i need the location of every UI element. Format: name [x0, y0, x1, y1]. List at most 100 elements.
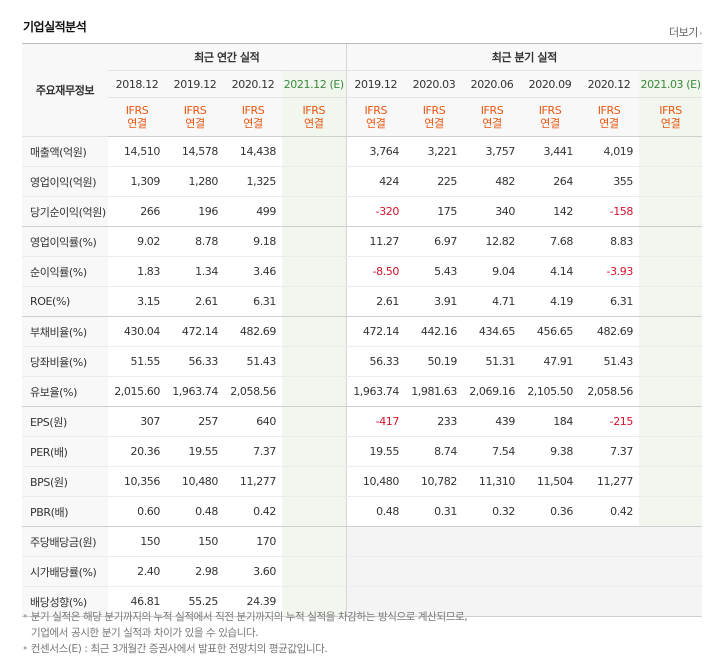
table-cell: 8.74 — [405, 436, 463, 467]
table-row: 당좌비율(%) 51.55 56.33 51.43 56.33 50.19 51.31 47.… — [22, 346, 703, 377]
table-cell — [282, 376, 346, 407]
footnote-quarterly: • 분기 실적은 해당 분기까지의 누적 실적에서 직전 분기까지의 누적 실적을… — [22, 611, 468, 623]
table-cell — [639, 226, 703, 257]
table-cell: 430.04 — [108, 316, 166, 347]
ifrs-badge: IFRS 연결 — [639, 97, 703, 137]
period-header: 2020.06 — [463, 70, 521, 98]
table-cell: 6.97 — [405, 226, 463, 257]
table-cell — [579, 586, 639, 617]
table-cell: -320 — [345, 196, 405, 227]
table-cell: 55.25 — [166, 586, 224, 617]
table-cell: 2.61 — [345, 286, 405, 317]
table-cell — [282, 526, 346, 557]
more-label[interactable]: 더보기 — [669, 26, 698, 39]
table-cell: 482.69 — [579, 316, 639, 347]
ifrs-label: IFRS — [183, 104, 207, 117]
table-cell: 51.43 — [579, 346, 639, 377]
row-label: EPS(원) — [22, 406, 108, 437]
table-cell: 0.48 — [345, 496, 405, 527]
table-cell: 355 — [579, 166, 639, 197]
table-cell: 1,963.74 — [166, 376, 224, 407]
table-cell — [521, 556, 579, 587]
table-cell: 472.14 — [345, 316, 405, 347]
table-cell: 9.04 — [463, 256, 521, 287]
footnote-quarterly-cont: 기업에서 공시한 분기 실적과 차이가 있을 수 있습니다. — [31, 627, 259, 639]
table-cell: 0.31 — [405, 496, 463, 527]
period-header: 2019.12 — [345, 70, 405, 98]
table-cell — [639, 496, 703, 527]
table-row: ROE(%) 3.15 2.61 6.31 2.61 3.91 4.71 4.19 6.31 — [22, 286, 703, 317]
table-cell: -3.93 — [579, 256, 639, 287]
table-cell — [463, 586, 521, 617]
table-cell: 499 — [224, 196, 282, 227]
table-row: 배당성향(%) 46.81 55.25 24.39 — [22, 586, 703, 617]
table-cell: 51.31 — [463, 346, 521, 377]
period-header: 2019.12 — [166, 70, 224, 98]
table-row: 유보율(%) 2,015.60 1,963.74 2,058.56 1,963.74 1,… — [22, 376, 703, 407]
table-cell: 5.43 — [405, 256, 463, 287]
ifrs-badge: IFRS 연결 — [224, 97, 282, 137]
table-cell — [282, 556, 346, 587]
annual-group-header: 최근 연간 실적 — [108, 43, 346, 71]
table-cell: 0.42 — [224, 496, 282, 527]
table-cell: 19.55 — [345, 436, 405, 467]
table-cell: -8.50 — [345, 256, 405, 287]
row-header-label: 주요재무정보 — [22, 43, 108, 137]
table-cell — [405, 556, 463, 587]
ifrs-badge: IFRS 연결 — [108, 97, 166, 137]
row-label: 배당성향(%) — [22, 586, 108, 617]
table-cell: 10,480 — [166, 466, 224, 497]
table-row: EPS(원) 307 257 640 -417 233 439 184 -215 — [22, 406, 703, 437]
table-cell — [282, 136, 346, 167]
table-row: 순이익률(%) 1.83 1.34 3.46 -8.50 5.43 9.04 4.14 -3.9… — [22, 256, 703, 287]
table-cell: 150 — [108, 526, 166, 557]
table-cell: 2,058.56 — [579, 376, 639, 407]
table-cell: 2,058.56 — [224, 376, 282, 407]
table-cell — [405, 526, 463, 557]
table-cell — [579, 526, 639, 557]
row-label: 영업이익률(%) — [22, 226, 108, 257]
consolidated-label: 연결 — [127, 117, 147, 130]
table-cell: 456.65 — [521, 316, 579, 347]
ifrs-badge: IFRS 연결 — [282, 97, 346, 137]
table-cell: 1.34 — [166, 256, 224, 287]
row-label: 주당배당금(원) — [22, 526, 108, 557]
table-row: PBR(배) 0.60 0.48 0.42 0.48 0.31 0.32 0.36 0.42 — [22, 496, 703, 527]
table-cell — [639, 526, 703, 557]
table-cell — [463, 526, 521, 557]
row-label: 시가배당률(%) — [22, 556, 108, 587]
table-cell: 9.38 — [521, 436, 579, 467]
table-cell — [639, 136, 703, 167]
more-link[interactable]: 더보기› — [669, 24, 703, 40]
ifrs-label: IFRS — [302, 104, 326, 117]
table-cell: 307 — [108, 406, 166, 437]
table-cell: 0.32 — [463, 496, 521, 527]
ifrs-badge: IFRS 연결 — [521, 97, 579, 137]
table-cell — [345, 556, 405, 587]
table-cell: 3,757 — [463, 136, 521, 167]
table-cell: 2.40 — [108, 556, 166, 587]
table-cell: 170 — [224, 526, 282, 557]
ifrs-label: IFRS — [659, 104, 682, 117]
table-cell — [282, 346, 346, 377]
table-cell: 4.71 — [463, 286, 521, 317]
table-cell: 19.55 — [166, 436, 224, 467]
table-cell: 11,310 — [463, 466, 521, 497]
ifrs-label: IFRS — [538, 104, 562, 117]
table-cell: 3,221 — [405, 136, 463, 167]
table-cell: 47.91 — [521, 346, 579, 377]
table-cell — [282, 256, 346, 287]
table-cell: 9.02 — [108, 226, 166, 257]
consolidated-label: 연결 — [540, 117, 560, 130]
ifrs-label: IFRS — [241, 104, 265, 117]
financial-table: 주요재무정보 최근 연간 실적 최근 분기 실적 2018.12 2019.12 2020… — [22, 43, 703, 617]
table-cell — [282, 286, 346, 317]
table-cell: 4.19 — [521, 286, 579, 317]
table-cell: 1,981.63 — [405, 376, 463, 407]
table-cell: 472.14 — [166, 316, 224, 347]
consolidated-label: 연결 — [424, 117, 444, 130]
ifrs-label: IFRS — [422, 104, 446, 117]
table-cell: 184 — [521, 406, 579, 437]
row-label: 매출액(억원) — [22, 136, 108, 167]
table-cell — [282, 166, 346, 197]
